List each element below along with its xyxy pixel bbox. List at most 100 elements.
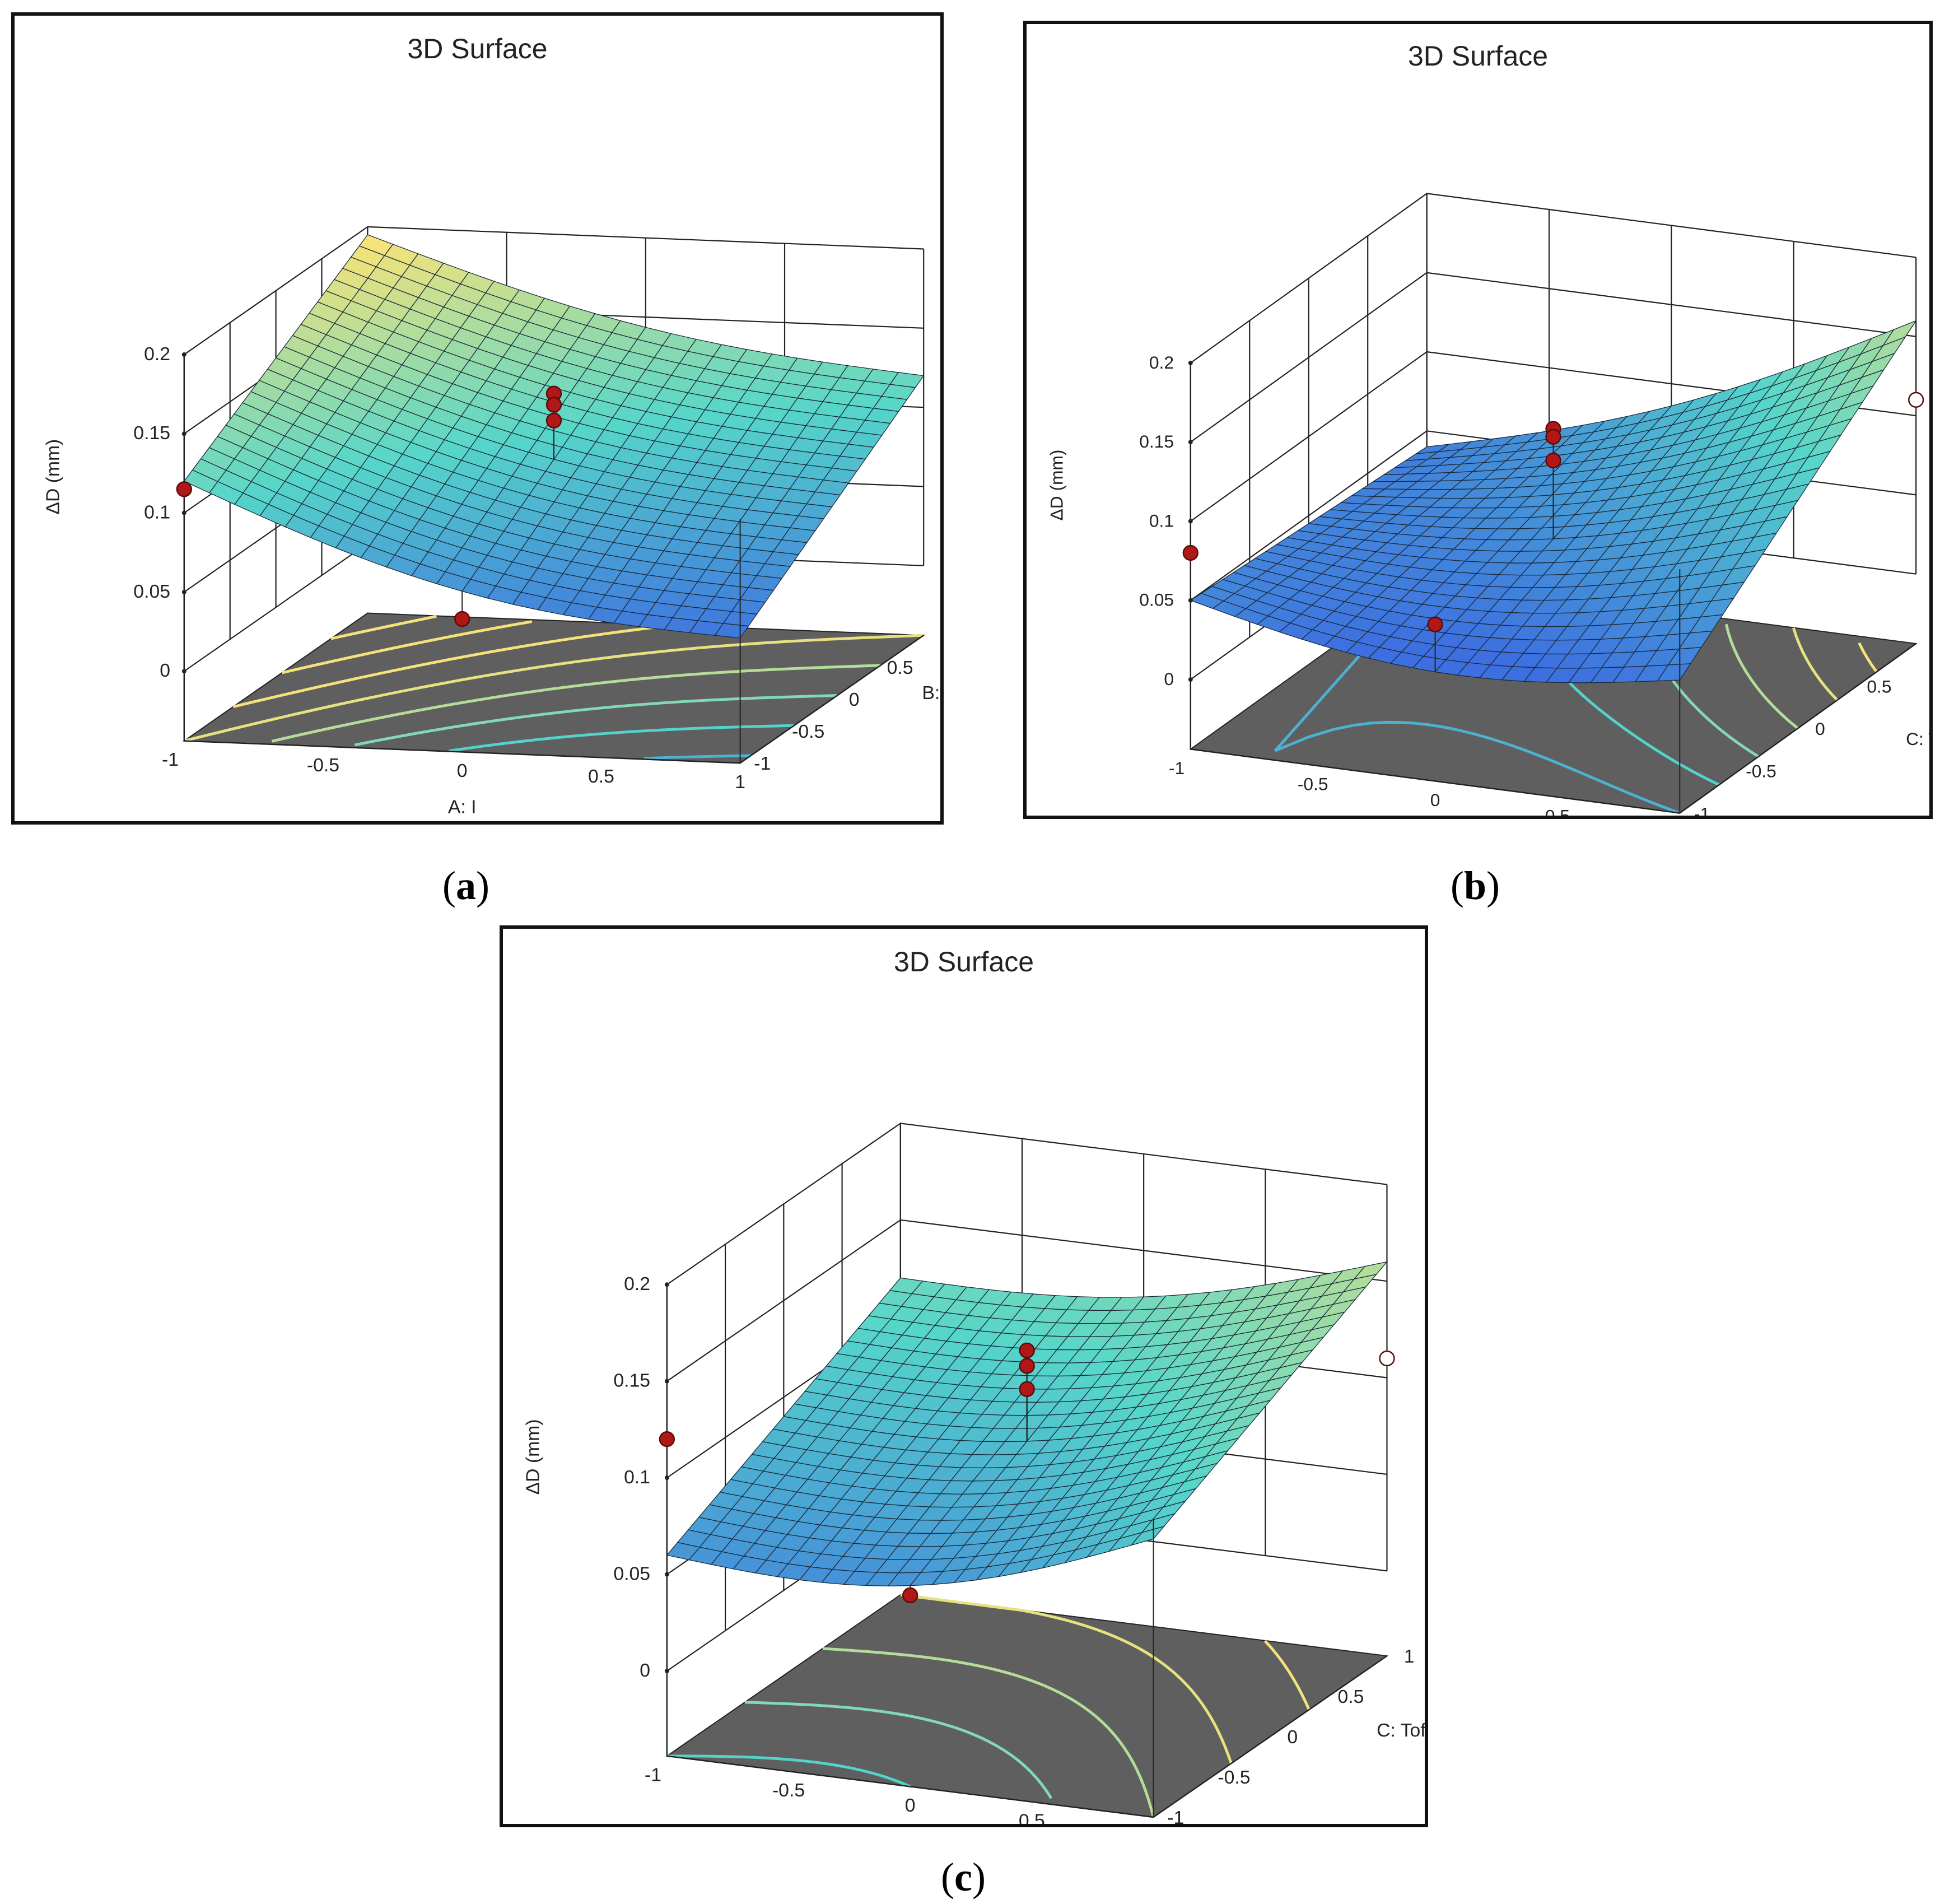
surface-plot-a: 00.050.10.150.2-1-0.500.51-1-0.500.51A: … — [42, 226, 940, 818]
z-axis-label: ΔD (mm) — [42, 439, 63, 515]
z-tick-mark — [664, 1282, 669, 1287]
contour-line — [1858, 642, 1878, 673]
axes: 00.050.10.150.2-1-0.500.51-1-0.500.51B: … — [1047, 352, 1929, 816]
contour-line — [1792, 627, 1839, 701]
x-tick-label: 0 — [457, 760, 468, 781]
z-tick-label: 0.1 — [1149, 510, 1174, 530]
z-tick-label: 0.05 — [1139, 590, 1174, 610]
z-tick-mark — [664, 1669, 669, 1674]
contour-floor — [665, 1593, 1389, 1818]
y-axis-label: C: Toff — [1377, 1720, 1425, 1741]
surface-plot-c: 00.050.10.150.2-1-0.500.51-1-0.500.51A: … — [523, 1123, 1425, 1824]
y-tick-label: 0 — [849, 689, 860, 710]
design-point — [454, 611, 470, 627]
z-tick-label: 0.1 — [144, 502, 170, 523]
design-point — [659, 1431, 675, 1447]
design-point — [545, 412, 562, 429]
x-tick-label: -1 — [645, 1764, 661, 1785]
z-tick-label: 0.2 — [144, 343, 170, 365]
chart-title-a: 3D Surface — [407, 33, 548, 64]
design-points — [1182, 320, 1924, 672]
contour-line — [666, 1754, 911, 1788]
x-tick-label: -0.5 — [307, 755, 339, 776]
contour-line — [232, 626, 656, 709]
x-axis-line — [666, 1755, 1154, 1818]
caption-c: (c) — [941, 1855, 986, 1900]
response-surface — [666, 1261, 1388, 1586]
y-tick-label: 0 — [1815, 719, 1825, 739]
x-tick-label: 0.5 — [588, 766, 614, 787]
design-point — [1019, 1358, 1035, 1374]
y-tick-label: 0.5 — [1867, 677, 1891, 697]
z-axis-label: ΔD (mm) — [523, 1419, 544, 1495]
x-tick-label: 0.5 — [1545, 806, 1570, 816]
y-axis-line — [1679, 643, 1916, 814]
design-point — [1545, 429, 1561, 445]
design-points — [176, 385, 562, 627]
z-tick-mark — [181, 589, 186, 594]
y-axis-label: C: Toff — [1906, 729, 1929, 749]
y-tick-label: -1 — [1167, 1807, 1184, 1824]
chart-title-c: 3D Surface — [893, 946, 1034, 977]
z-gridline — [1190, 193, 1916, 364]
x-axis-label: A: I — [448, 797, 477, 818]
z-tick-label: 0.2 — [624, 1273, 650, 1295]
z-tick-label: 0 — [640, 1660, 650, 1681]
contour-line — [822, 1647, 1155, 1818]
z-tick-mark — [1188, 519, 1193, 524]
design-point — [176, 481, 192, 497]
z-tick-label: 0.15 — [133, 422, 170, 444]
contour-line — [1724, 623, 1799, 730]
y-tick-label: 0.5 — [1337, 1686, 1364, 1707]
y-tick-label: 0 — [1287, 1726, 1298, 1748]
z-tick-label: 0 — [1164, 669, 1174, 689]
x-tick-label: 0 — [905, 1795, 916, 1816]
z-tick-mark — [664, 1572, 669, 1577]
design-point — [1908, 392, 1924, 408]
y-tick-label: -0.5 — [1218, 1767, 1250, 1788]
y-tick-label: -0.5 — [792, 721, 824, 742]
z-tick-label: 0.1 — [624, 1467, 650, 1488]
design-point — [902, 1587, 918, 1604]
contour-line — [330, 615, 437, 640]
contour-line — [744, 1701, 1053, 1799]
y-axis-label: B: Ton — [922, 682, 940, 704]
contour-line — [1274, 579, 1681, 814]
x-tick-label: -0.5 — [1298, 774, 1328, 794]
design-point — [1019, 1342, 1035, 1358]
y-tick-label: -1 — [754, 753, 771, 774]
z-tick-mark — [181, 352, 186, 357]
surface-facet — [1130, 1525, 1165, 1546]
caption-b: (b) — [1451, 863, 1500, 908]
x-tick-label: 0 — [1430, 790, 1440, 810]
response-surface — [183, 234, 925, 639]
x-tick-label: 1 — [735, 771, 745, 793]
design-point — [1019, 1381, 1035, 1397]
contour-line — [281, 620, 533, 674]
x-tick-label: -1 — [1169, 758, 1184, 778]
x-axis-line — [1190, 748, 1680, 814]
x-axis-line — [184, 740, 740, 764]
y-axis-line — [1153, 1655, 1388, 1818]
axes: 00.050.10.150.2-1-0.500.51-1-0.500.51A: … — [523, 1273, 1425, 1824]
contour-line — [643, 754, 751, 760]
design-point — [1427, 616, 1443, 632]
z-tick-mark — [664, 1379, 669, 1384]
z-tick-label: 0.05 — [133, 581, 170, 602]
panel-b: 3D Surface 00.050.10.150.2-1-0.500.51-1-… — [1023, 21, 1933, 819]
y-tick-label: -1 — [1694, 803, 1710, 816]
x-tick-label: -1 — [162, 749, 179, 770]
z-axis-label: ΔD (mm) — [1047, 450, 1067, 521]
y-tick-label: 0.5 — [887, 657, 913, 678]
z-gridline — [666, 1123, 1387, 1286]
z-tick-label: 0.15 — [1139, 431, 1174, 451]
design-point — [1379, 1350, 1395, 1367]
contour-floor — [182, 612, 926, 764]
axes: 00.050.10.150.2-1-0.500.51-1-0.500.51A: … — [42, 343, 940, 818]
contour-line — [184, 634, 924, 743]
design-points — [659, 1261, 1395, 1604]
response-surface — [1190, 320, 1917, 683]
contour-line — [271, 664, 881, 743]
design-point — [1182, 544, 1198, 561]
z-tick-mark — [1188, 360, 1193, 365]
